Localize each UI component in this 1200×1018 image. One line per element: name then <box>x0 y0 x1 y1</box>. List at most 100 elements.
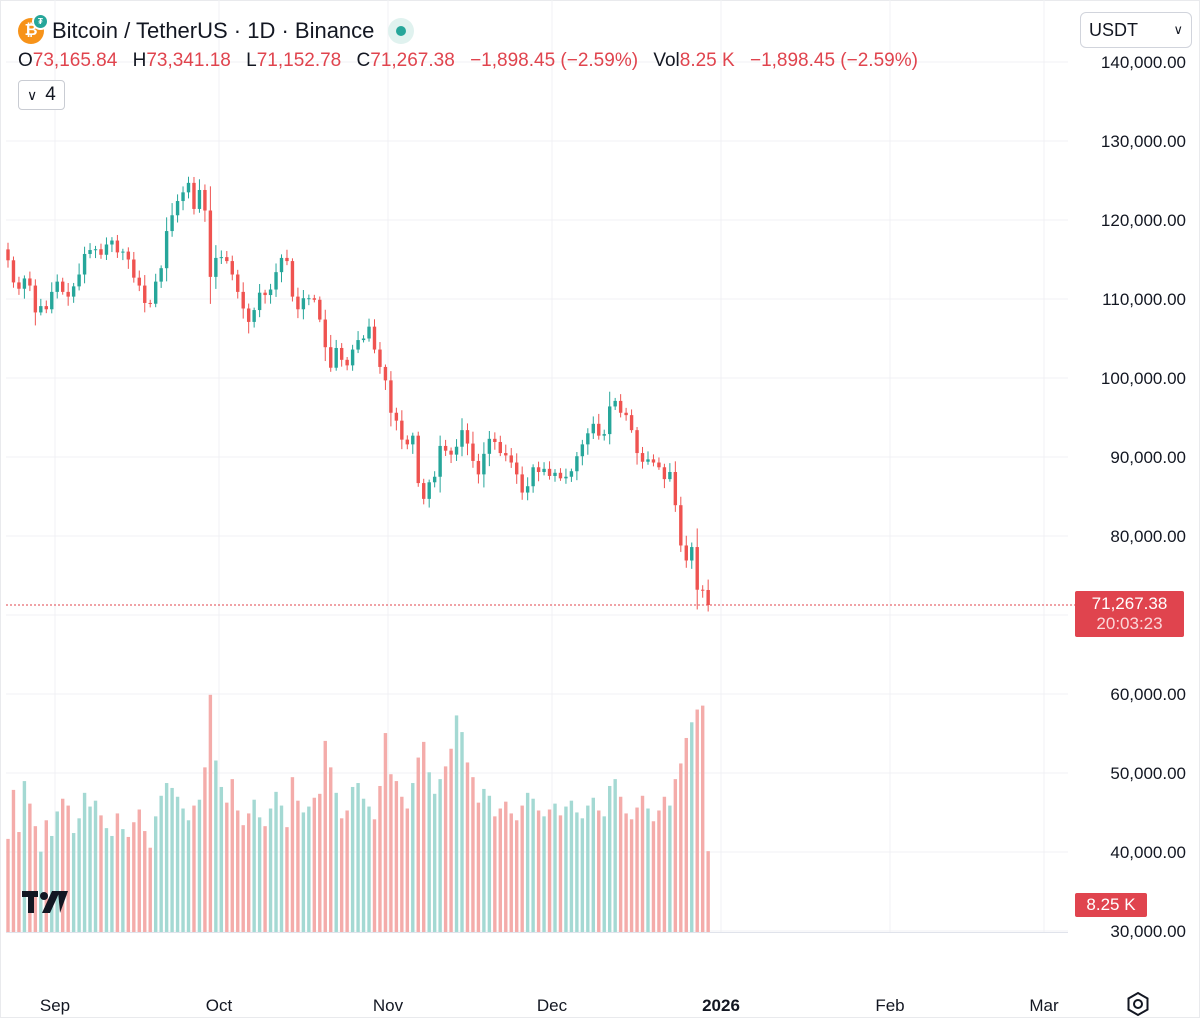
time-tick-label: Nov <box>373 996 404 1015</box>
volume-bar <box>99 815 103 932</box>
volume-bar <box>208 694 213 932</box>
candle-body <box>657 462 661 468</box>
volume-bar <box>230 779 234 932</box>
candle-body <box>361 338 366 341</box>
volume-bar <box>115 813 120 932</box>
indicators-toggle-button[interactable]: ∨ 4 <box>18 80 65 110</box>
volume-bar <box>525 792 530 932</box>
candle-body <box>50 291 54 310</box>
tether-icon: ₮ <box>32 13 49 30</box>
volume-bar <box>11 789 16 932</box>
volume-bar <box>498 808 502 932</box>
candle-body <box>263 292 267 296</box>
low-label: L <box>246 50 257 71</box>
volume-bar <box>241 825 245 932</box>
candle-body <box>515 462 519 475</box>
candle-body <box>394 412 399 421</box>
chart-settings-icon[interactable] <box>1124 990 1152 1018</box>
candle-body <box>706 589 710 605</box>
candle-body <box>214 257 218 277</box>
volume-bar <box>493 816 497 932</box>
volume-bar <box>553 803 557 932</box>
market-open-dot-icon[interactable] <box>388 18 415 44</box>
candle-body <box>372 326 377 350</box>
candle-body <box>443 445 448 451</box>
volume-bar <box>394 781 399 932</box>
open-label: O <box>18 50 33 71</box>
symbol-title[interactable]: Bitcoin / TetherUS · 1D · Binance <box>52 18 375 43</box>
volume-bar <box>536 810 541 932</box>
volume-bar <box>225 802 229 932</box>
volume-bar <box>44 820 48 932</box>
candle-body <box>268 289 273 296</box>
candle-body <box>509 455 513 463</box>
volume-bar <box>367 806 371 932</box>
time-axis[interactable]: Sep Oct Nov Dec 2026 Feb Mar <box>40 996 1059 1015</box>
candle-body <box>339 347 344 360</box>
volume-bar <box>126 836 131 932</box>
low-value: 71,152.78 <box>256 50 342 71</box>
volume-bar <box>246 813 251 932</box>
candle-body <box>454 446 459 455</box>
volume-bar <box>679 763 683 932</box>
volume-bar <box>318 793 322 932</box>
volume-bar <box>465 762 470 932</box>
time-tick-label: Dec <box>537 996 568 1015</box>
candle-body <box>301 298 306 310</box>
candle-body <box>22 278 27 289</box>
volume-bar <box>214 760 218 932</box>
candle-body <box>28 278 32 286</box>
volume-bar <box>443 766 448 932</box>
currency-select[interactable]: USDT ∨ <box>1080 12 1192 48</box>
candle-body <box>203 189 207 211</box>
candle-body <box>640 453 645 462</box>
volume-bar <box>476 802 481 932</box>
volume-bar <box>236 810 240 932</box>
volume-bar <box>416 757 420 932</box>
volume-bar <box>471 777 475 932</box>
candle-body <box>323 319 327 348</box>
volume-bar <box>93 800 98 932</box>
time-tick-label: Oct <box>206 996 233 1015</box>
volume-bar <box>17 832 21 932</box>
candle-body <box>389 380 393 413</box>
volume-value: 8.25 K <box>679 50 735 71</box>
candle-body <box>427 482 431 499</box>
candle-body <box>279 257 284 273</box>
volume-bar <box>427 772 431 932</box>
volume-bar <box>569 800 574 932</box>
currency-value: USDT <box>1089 19 1138 40</box>
ohlc-values: O73,165.84 H73,341.18 L71,152.78 C71,267… <box>18 50 928 72</box>
time-tick-label: Mar <box>1029 996 1059 1015</box>
volume-bar <box>219 786 224 932</box>
volume-bar <box>618 796 623 932</box>
candle-body <box>110 240 114 245</box>
volume-bar <box>329 767 333 932</box>
volume-bar <box>673 779 678 932</box>
volume-bar <box>700 705 705 932</box>
price-axis[interactable]: 140,000.00 130,000.00 120,000.00 110,000.00… <box>1101 53 1186 941</box>
candle-body <box>476 460 481 475</box>
candle-body <box>542 468 546 473</box>
candle-body <box>121 251 125 253</box>
candle-body <box>55 281 59 292</box>
candle-body <box>148 302 152 304</box>
volume-bar <box>88 806 92 932</box>
candle-body <box>356 340 360 350</box>
volume-bar <box>143 831 147 932</box>
price-tick-label: 130,000.00 <box>1101 132 1186 151</box>
volume-label: Vol <box>653 50 680 71</box>
tradingview-logo-icon[interactable] <box>22 887 70 915</box>
candle-body <box>591 423 595 434</box>
candle-body <box>350 349 355 366</box>
candle-body <box>422 483 426 499</box>
volume-bar <box>285 827 289 932</box>
volume-bar <box>690 722 694 932</box>
candle-body <box>137 277 141 286</box>
candle-body <box>575 456 579 472</box>
candle-body <box>405 439 410 445</box>
volume-bar <box>159 795 163 932</box>
candle-body <box>170 215 174 232</box>
candle-body <box>531 467 535 487</box>
